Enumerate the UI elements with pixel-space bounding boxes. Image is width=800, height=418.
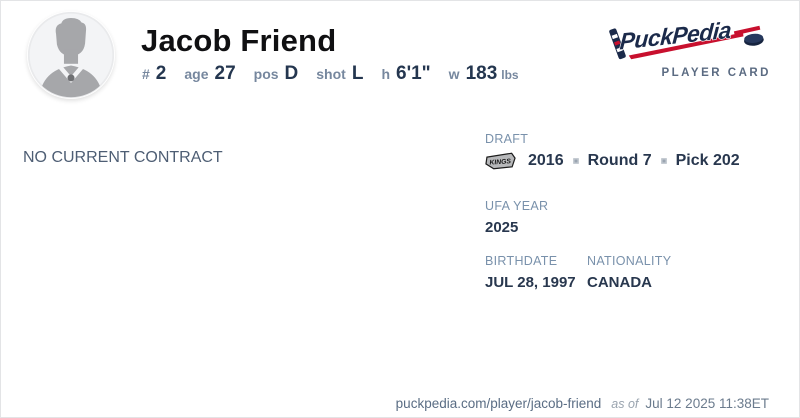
player-stats-row: # 2 age 27 pos D shot L h 6'1" w 183 lbs [142, 63, 537, 85]
stat-position: pos D [253, 63, 299, 84]
draft-pick: Pick 202 [675, 152, 740, 169]
avatar [27, 11, 115, 99]
footer: puckpedia.com/player/jacob-friend as of … [396, 396, 769, 411]
svg-text:KINGS: KINGS [489, 158, 511, 167]
draft-row: KINGS 2016 Round 7 Pick 202 [485, 152, 740, 170]
brand-block: PuckPedia PLAYER CARD [596, 9, 771, 79]
player-card-subtitle: PLAYER CARD [661, 67, 771, 79]
draft-label: DRAFT [485, 132, 529, 146]
as-of-label: as of [611, 397, 639, 411]
birthdate-value: JUL 28, 1997 [485, 274, 576, 291]
stat-weight: w 183 lbs [448, 63, 519, 84]
birthdate-section: BIRTHDATE JUL 28, 1997 [485, 254, 576, 291]
ufa-year-value: 2025 [485, 219, 519, 236]
ufa-year-section: UFA YEAR 2025 [485, 199, 548, 236]
ufa-year-label: UFA YEAR [485, 199, 549, 213]
square-bullet-icon [572, 158, 579, 164]
square-bullet-icon [660, 158, 667, 164]
nationality-label: NATIONALITY [587, 254, 672, 268]
timestamp: Jul 12 2025 11:38ET [645, 396, 769, 411]
puckpedia-logo-icon: PuckPedia [609, 16, 765, 60]
stat-shot: shot L [316, 63, 364, 84]
draft-year: 2016 [528, 152, 564, 169]
player-name: Jacob Friend [141, 23, 337, 58]
stat-number: # 2 [142, 63, 167, 84]
contract-status: NO CURRENT CONTRACT [23, 149, 223, 166]
nationality-section: NATIONALITY CANADA [587, 254, 671, 291]
nationality-value: CANADA [587, 274, 652, 291]
stat-age: age 27 [184, 63, 236, 84]
birthdate-label: BIRTHDATE [485, 254, 558, 268]
person-silhouette-icon [39, 18, 103, 98]
player-page-url[interactable]: puckpedia.com/player/jacob-friend [395, 396, 602, 411]
draft-section: DRAFT KINGS 2016 Round 7 Pick 202 [485, 132, 740, 170]
kings-team-crest-icon: KINGS [485, 152, 516, 170]
hockey-stick-icon [609, 28, 626, 60]
stat-height: h 6'1" [381, 63, 431, 84]
draft-round: Round 7 [587, 152, 652, 169]
